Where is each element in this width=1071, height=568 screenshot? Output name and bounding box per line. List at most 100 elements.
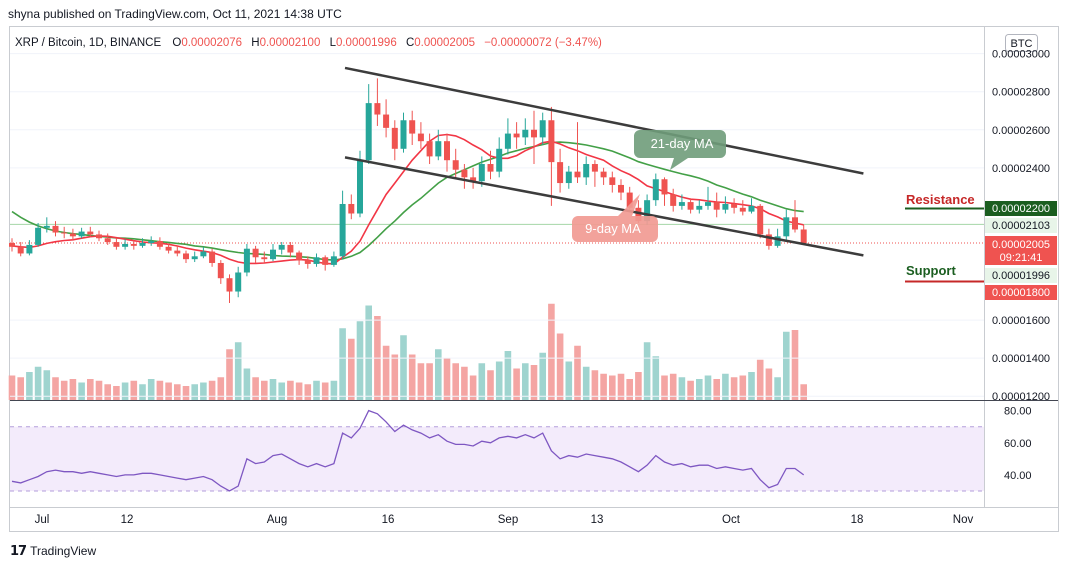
- legend-low-label: L: [330, 37, 337, 49]
- candle-body: [278, 244, 285, 250]
- volume-bar: [478, 363, 486, 400]
- volume-bar: [722, 373, 729, 400]
- footer-brand[interactable]: 17 TradingView: [10, 543, 96, 559]
- candle-body: [591, 164, 598, 172]
- candle-body: [191, 256, 198, 260]
- volume-bar: [539, 352, 546, 400]
- time-axis: Jul 12 Aug 16 Sep 13 Oct 18 Nov: [35, 514, 974, 526]
- candle-body: [713, 202, 720, 210]
- volume-bar: [252, 377, 259, 400]
- volume-bar: [408, 354, 416, 400]
- volume-bar: [69, 379, 77, 400]
- candle-body: [600, 171, 607, 178]
- high-badge: 0.00002103: [985, 218, 1057, 233]
- price-tick-label: 0.00003000: [992, 49, 1050, 61]
- volume-bar: [574, 345, 581, 400]
- currency-button[interactable]: BTC: [1005, 34, 1038, 52]
- volume-bar: [609, 375, 616, 400]
- volume-bar: [113, 386, 120, 400]
- candle-body: [339, 203, 346, 257]
- support-badge: 0.00001800: [985, 285, 1057, 300]
- candle-body: [130, 243, 137, 246]
- volume-bar: [635, 372, 642, 400]
- channel-upper-line: [344, 66, 864, 175]
- volume-bar: [104, 384, 111, 400]
- price-tick-label: 0.00002400: [992, 163, 1050, 175]
- candle-body: [470, 177, 477, 182]
- volume-bar: [530, 365, 538, 400]
- candle-body: [391, 127, 398, 149]
- price-tick-label: 0.00001600: [992, 315, 1050, 327]
- volume-bar: [217, 377, 225, 400]
- candle-body: [748, 205, 755, 212]
- candle-body: [270, 249, 276, 260]
- rsi-band: [10, 426, 984, 491]
- volume-bar: [287, 380, 294, 400]
- candle-body: [705, 202, 711, 206]
- volume-bar: [400, 335, 407, 400]
- ma21-label: 21-day MA: [651, 136, 714, 151]
- candle-body: [452, 160, 459, 170]
- candle-body: [548, 120, 555, 163]
- volume-bar: [295, 382, 303, 400]
- volume-bar: [669, 373, 677, 400]
- candle-body: [383, 114, 390, 128]
- volume-bar: [661, 375, 668, 400]
- candle-body: [330, 256, 337, 265]
- time-tick-label: 12: [121, 514, 134, 526]
- ma9-callout: 9-day MA: [572, 194, 658, 242]
- candle-body: [69, 233, 76, 237]
- candle-body: [78, 231, 85, 237]
- candle-body: [739, 207, 746, 212]
- high-badge-text: 0.00002103: [992, 220, 1050, 232]
- candle-body: [444, 141, 450, 161]
- volume-bar: [8, 375, 16, 400]
- support-badge-text: 0.00001800: [992, 287, 1050, 299]
- time-tick-label: 16: [382, 514, 395, 526]
- candle-body: [217, 262, 224, 279]
- candle-body: [783, 217, 790, 237]
- candle-body: [435, 141, 442, 157]
- price-tick-label: 0.00001400: [992, 353, 1050, 365]
- volume-bar: [548, 303, 555, 400]
- candle-body: [478, 164, 485, 182]
- chart-border: [9, 26, 1059, 532]
- resistance-badge: 0.00002200: [985, 201, 1057, 216]
- candle-body: [531, 129, 537, 138]
- candle-body: [26, 244, 33, 254]
- volume-bar: [696, 379, 703, 400]
- candle-body: [565, 171, 572, 184]
- candle-body: [539, 120, 546, 138]
- volume-bar: [243, 368, 251, 400]
- legend-open-label: O: [172, 37, 181, 49]
- candle-body: [731, 203, 738, 208]
- volume-bar: [643, 342, 651, 400]
- price-badges: 0.00002200 0.00002103 0.00002005 09:21:4…: [985, 201, 1057, 300]
- volume-bar: [234, 342, 242, 400]
- volume-bar: [617, 373, 625, 400]
- candle-body: [774, 236, 781, 246]
- candle-body: [357, 160, 363, 214]
- volume-bar: [165, 382, 172, 400]
- candle-body: [513, 133, 520, 138]
- candle-body: [365, 103, 372, 161]
- legend-high: 0.00002100: [260, 37, 321, 49]
- volume-bar: [156, 380, 164, 400]
- volume-bar: [678, 377, 686, 400]
- volume-bar: [52, 377, 59, 400]
- legend-close: 0.00002005: [414, 37, 475, 49]
- candle-body: [243, 248, 250, 273]
- candle-body: [35, 227, 42, 245]
- time-tick-label: 13: [591, 514, 604, 526]
- rsi-tick-label: 80.00: [1004, 406, 1032, 418]
- volume-bar: [147, 379, 155, 400]
- volume-bar: [226, 349, 233, 400]
- volume-bar: [17, 377, 24, 400]
- tradingview-logo-icon: 17: [10, 543, 27, 559]
- volume-layer: [8, 303, 807, 400]
- candle-body: [348, 203, 355, 214]
- volume-bar: [565, 361, 573, 400]
- volume-bar: [435, 349, 442, 400]
- candle-body: [678, 202, 685, 206]
- volume-bar: [800, 384, 807, 400]
